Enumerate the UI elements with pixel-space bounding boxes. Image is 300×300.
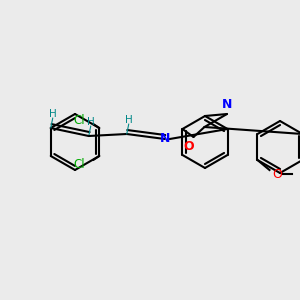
Text: H: H [125, 115, 133, 125]
Text: Cl: Cl [74, 113, 85, 127]
Text: N: N [222, 98, 232, 110]
Text: O: O [272, 167, 282, 181]
Text: H: H [49, 109, 57, 119]
Text: N: N [160, 133, 170, 146]
Text: O: O [183, 140, 194, 154]
Text: Cl: Cl [74, 158, 85, 170]
Text: H: H [87, 117, 94, 127]
